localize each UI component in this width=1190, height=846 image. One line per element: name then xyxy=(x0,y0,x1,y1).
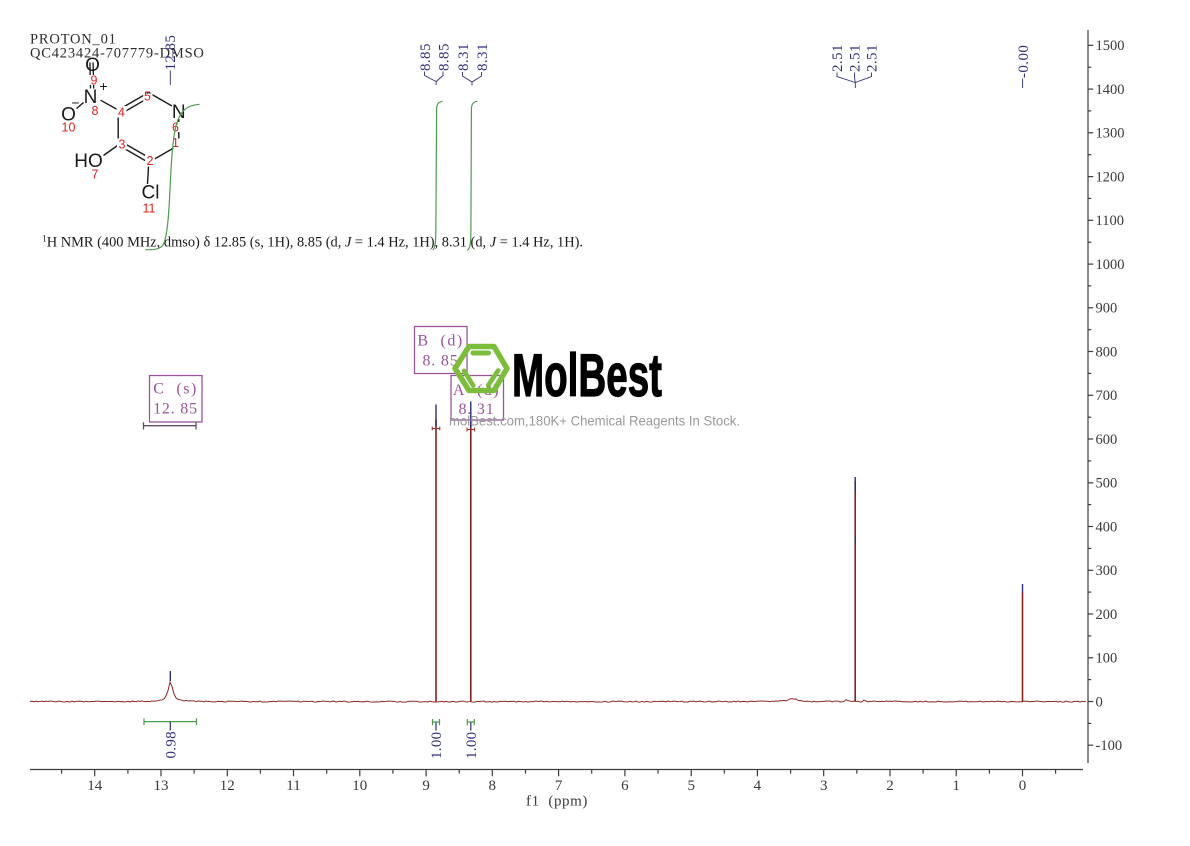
svg-text:1: 1 xyxy=(172,136,179,150)
svg-text:6: 6 xyxy=(621,778,629,794)
svg-text:B (d): B (d) xyxy=(417,333,463,350)
svg-text:MolBest: MolBest xyxy=(512,342,662,409)
svg-text:8: 8 xyxy=(489,778,497,794)
svg-text:400: 400 xyxy=(1096,519,1118,535)
svg-text:1.00: 1.00 xyxy=(429,732,445,759)
svg-text:-0.00: -0.00 xyxy=(1016,45,1032,78)
svg-text:5: 5 xyxy=(687,778,695,794)
svg-text:11: 11 xyxy=(286,778,300,794)
svg-text:9: 9 xyxy=(422,778,430,794)
svg-text:3: 3 xyxy=(820,778,828,794)
svg-text:0.98: 0.98 xyxy=(163,731,179,758)
svg-text:1100: 1100 xyxy=(1096,213,1124,229)
svg-text:12. 85: 12. 85 xyxy=(153,401,198,418)
svg-text:0: 0 xyxy=(1096,694,1103,710)
svg-text:0: 0 xyxy=(1019,778,1027,794)
svg-text:1: 1 xyxy=(952,778,960,794)
svg-text:1400: 1400 xyxy=(1096,82,1125,98)
svg-text:1300: 1300 xyxy=(1096,126,1125,142)
svg-text:8.31: 8.31 xyxy=(456,43,472,71)
svg-text:13: 13 xyxy=(154,778,169,794)
svg-text:700: 700 xyxy=(1096,388,1118,404)
svg-text:2.51: 2.51 xyxy=(830,44,846,72)
svg-text:molBest.com,180K+ Chemical Rea: molBest.com,180K+ Chemical Reagents In S… xyxy=(449,413,740,429)
svg-text:9: 9 xyxy=(91,73,98,87)
svg-text:2: 2 xyxy=(147,154,154,168)
svg-text:200: 200 xyxy=(1096,607,1118,623)
svg-text:1500: 1500 xyxy=(1096,38,1125,54)
svg-text:−: − xyxy=(71,95,79,111)
svg-text:1.00: 1.00 xyxy=(464,732,480,759)
svg-text:C (s): C (s) xyxy=(153,381,198,398)
svg-text:12: 12 xyxy=(220,778,235,794)
svg-text:12.85: 12.85 xyxy=(163,35,179,71)
svg-text:3: 3 xyxy=(119,137,126,151)
svg-text:O: O xyxy=(85,55,100,76)
svg-text:N: N xyxy=(172,102,186,123)
svg-text:-100: -100 xyxy=(1096,738,1123,754)
svg-text:900: 900 xyxy=(1096,301,1118,317)
svg-text:10: 10 xyxy=(62,120,76,134)
svg-text:1H NMR (400 MHz, dmso) δ 12.85: 1H NMR (400 MHz, dmso) δ 12.85 (s, 1H), … xyxy=(42,235,583,251)
svg-text:300: 300 xyxy=(1096,563,1118,579)
svg-text:1200: 1200 xyxy=(1096,169,1125,185)
svg-text:800: 800 xyxy=(1096,344,1118,360)
svg-text:Cl: Cl xyxy=(142,183,160,204)
svg-text:14: 14 xyxy=(87,778,103,794)
svg-text:600: 600 xyxy=(1096,432,1118,448)
svg-text:7: 7 xyxy=(555,778,563,794)
svg-text:500: 500 xyxy=(1096,476,1118,492)
svg-text:8. 31: 8. 31 xyxy=(459,401,495,418)
svg-text:HO: HO xyxy=(74,151,103,172)
svg-text:+: + xyxy=(99,78,107,94)
svg-text:7: 7 xyxy=(92,168,99,182)
svg-text:QC423424-707779-DMSO: QC423424-707779-DMSO xyxy=(30,46,205,62)
svg-text:5: 5 xyxy=(144,90,151,104)
svg-text:8.85: 8.85 xyxy=(436,43,452,71)
svg-text:2.51: 2.51 xyxy=(848,44,864,72)
svg-text:N: N xyxy=(84,87,98,108)
svg-text:11: 11 xyxy=(143,201,156,215)
svg-text:8.31: 8.31 xyxy=(475,43,491,71)
svg-text:4: 4 xyxy=(118,105,125,119)
svg-text:PROTON_01: PROTON_01 xyxy=(30,32,117,48)
svg-text:2: 2 xyxy=(886,778,894,794)
svg-text:8.85: 8.85 xyxy=(418,43,434,71)
svg-text:8: 8 xyxy=(92,104,99,118)
svg-text:f1 (ppm): f1 (ppm) xyxy=(526,794,588,810)
svg-text:100: 100 xyxy=(1096,651,1118,667)
svg-text:1000: 1000 xyxy=(1096,257,1125,273)
svg-text:2.51: 2.51 xyxy=(865,44,881,72)
svg-text:4: 4 xyxy=(754,778,762,794)
svg-text:O: O xyxy=(61,105,76,126)
svg-text:8. 85: 8. 85 xyxy=(423,353,459,370)
svg-text:10: 10 xyxy=(352,778,367,794)
